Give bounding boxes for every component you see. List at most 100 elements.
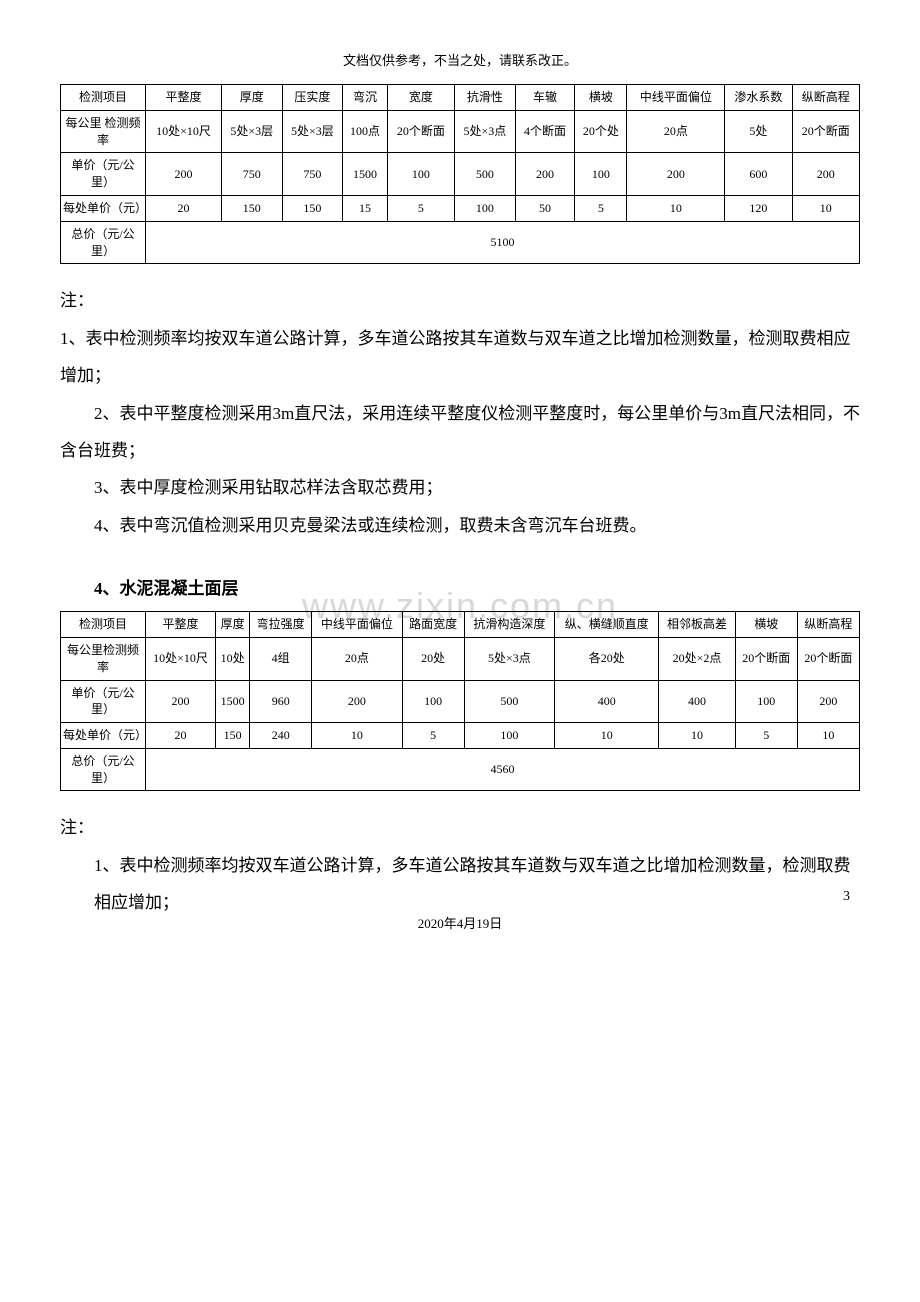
cell: 100	[464, 723, 554, 749]
note-item: 1、表中检测频率均按双车道公路计算，多车道公路按其车道数与双车道之比增加检测数量…	[94, 847, 860, 922]
note-item: 4、表中弯沉值检测采用贝克曼梁法或连续检测，取费未含弯沉车台班费。	[60, 507, 860, 544]
cell: 压实度	[282, 85, 343, 111]
cell: 100	[387, 153, 454, 196]
cell: 5处	[725, 110, 792, 153]
cell: 200	[146, 680, 216, 723]
cell: 960	[250, 680, 312, 723]
cell: 1500	[216, 680, 250, 723]
table-row: 总价（元/公里） 5100	[61, 221, 860, 264]
row-label: 单价（元/公里）	[61, 153, 146, 196]
cell: 中线平面偏位	[312, 612, 402, 638]
cell: 20点	[627, 110, 725, 153]
notes-title: 注：	[94, 809, 860, 846]
cell: 200	[515, 153, 575, 196]
row-label: 每处单价（元）	[61, 723, 146, 749]
cell: 150	[221, 195, 282, 221]
cell: 5	[575, 195, 627, 221]
cell: 750	[221, 153, 282, 196]
cell: 200	[797, 680, 859, 723]
cell: 5处×3点	[464, 637, 554, 680]
cell: 厚度	[216, 612, 250, 638]
cell: 100	[402, 680, 464, 723]
notes-block-2: 注： 1、表中检测频率均按双车道公路计算，多车道公路按其车道数与双车道之比增加检…	[60, 809, 860, 921]
table-row: 单价（元/公里） 200 750 750 1500 100 500 200 10…	[61, 153, 860, 196]
cell: 弯拉强度	[250, 612, 312, 638]
table-row: 每公里检测频率 10处×10尺 10处 4组 20点 20处 5处×3点 各20…	[61, 637, 860, 680]
cell: 15	[343, 195, 387, 221]
header-note: 文档仅供参考，不当之处，请联系改正。	[60, 50, 860, 69]
cell: 400	[659, 680, 735, 723]
cell: 200	[627, 153, 725, 196]
cell: 20个断面	[735, 637, 797, 680]
cell: 5处×3层	[221, 110, 282, 153]
cell: 10处×10尺	[146, 110, 222, 153]
cell: 100点	[343, 110, 387, 153]
cell: 10	[312, 723, 402, 749]
row-label: 单价（元/公里）	[61, 680, 146, 723]
cell: 200	[792, 153, 859, 196]
cell: 10	[659, 723, 735, 749]
table-row: 每处单价（元） 20 150 240 10 5 100 10 10 5 10	[61, 723, 860, 749]
cell: 20处×2点	[659, 637, 735, 680]
cell: 240	[250, 723, 312, 749]
cell: 宽度	[387, 85, 454, 111]
cell: 200	[146, 153, 222, 196]
table-row: 检测项目 平整度 厚度 压实度 弯沉 宽度 抗滑性 车辙 横坡 中线平面偏位 渗…	[61, 85, 860, 111]
cell: 4组	[250, 637, 312, 680]
total-cell: 5100	[146, 221, 860, 264]
cell: 20点	[312, 637, 402, 680]
cell: 500	[455, 153, 516, 196]
cell: 100	[575, 153, 627, 196]
cell: 150	[282, 195, 343, 221]
cell: 600	[725, 153, 792, 196]
note-item: 1、表中检测频率均按双车道公路计算，多车道公路按其车道数与双车道之比增加检测数量…	[60, 320, 860, 395]
cell: 20处	[402, 637, 464, 680]
table-2: 检测项目 平整度 厚度 弯拉强度 中线平面偏位 路面宽度 抗滑构造深度 纵、横缝…	[60, 611, 860, 791]
notes-block-1: 注： 1、表中检测频率均按双车道公路计算，多车道公路按其车道数与双车道之比增加检…	[60, 282, 860, 544]
row-label: 每处单价（元）	[61, 195, 146, 221]
cell: 弯沉	[343, 85, 387, 111]
cell: 横坡	[735, 612, 797, 638]
cell: 50	[515, 195, 575, 221]
cell: 横坡	[575, 85, 627, 111]
row-label: 检测项目	[61, 85, 146, 111]
cell: 10	[627, 195, 725, 221]
cell: 平整度	[146, 612, 216, 638]
cell: 平整度	[146, 85, 222, 111]
cell: 5	[402, 723, 464, 749]
row-label: 总价（元/公里）	[61, 221, 146, 264]
cell: 纵、横缝顺直度	[555, 612, 659, 638]
cell: 抗滑性	[455, 85, 516, 111]
cell: 路面宽度	[402, 612, 464, 638]
cell: 纵断高程	[792, 85, 859, 111]
page-content: 文档仅供参考，不当之处，请联系改正。 检测项目 平整度 厚度 压实度 弯沉 宽度…	[60, 50, 860, 922]
cell: 中线平面偏位	[627, 85, 725, 111]
note-item: 3、表中厚度检测采用钻取芯样法含取芯费用；	[60, 469, 860, 506]
cell: 10	[797, 723, 859, 749]
cell: 抗滑构造深度	[464, 612, 554, 638]
cell: 10	[555, 723, 659, 749]
cell: 厚度	[221, 85, 282, 111]
cell: 5处×3层	[282, 110, 343, 153]
cell: 120	[725, 195, 792, 221]
cell: 渗水系数	[725, 85, 792, 111]
cell: 5	[735, 723, 797, 749]
note-item: 2、表中平整度检测采用3m直尺法，采用连续平整度仪检测平整度时，每公里单价与3m…	[60, 395, 860, 470]
row-label: 总价（元/公里）	[61, 748, 146, 791]
table-row: 总价（元/公里） 4560	[61, 748, 860, 791]
cell: 500	[464, 680, 554, 723]
cell: 10	[792, 195, 859, 221]
cell: 20个断面	[387, 110, 454, 153]
cell: 20	[146, 723, 216, 749]
cell: 1500	[343, 153, 387, 196]
total-cell: 4560	[146, 748, 860, 791]
cell: 150	[216, 723, 250, 749]
cell: 10处	[216, 637, 250, 680]
row-label: 每公里检测频率	[61, 637, 146, 680]
cell: 100	[735, 680, 797, 723]
row-label: 检测项目	[61, 612, 146, 638]
cell: 车辙	[515, 85, 575, 111]
cell: 20个处	[575, 110, 627, 153]
section-title: 4、水泥混凝土面层	[60, 574, 860, 599]
table-row: 检测项目 平整度 厚度 弯拉强度 中线平面偏位 路面宽度 抗滑构造深度 纵、横缝…	[61, 612, 860, 638]
